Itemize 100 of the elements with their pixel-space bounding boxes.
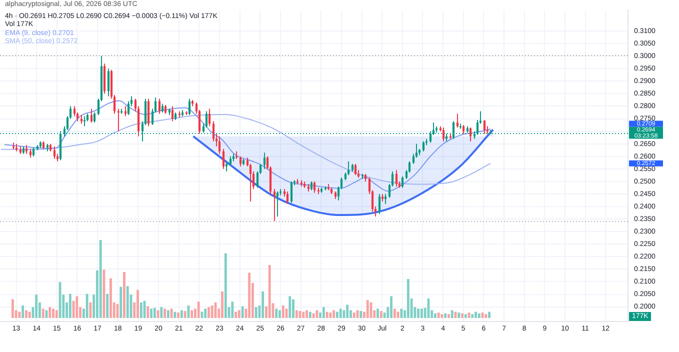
candlestick xyxy=(354,163,357,176)
bar xyxy=(177,312,180,318)
bar xyxy=(396,312,400,318)
bar xyxy=(184,310,186,318)
bar xyxy=(102,270,106,318)
bar xyxy=(140,302,142,318)
bar xyxy=(18,312,21,318)
bar xyxy=(262,291,264,318)
candlestick xyxy=(208,108,211,127)
bar xyxy=(231,302,234,318)
bar xyxy=(312,313,315,318)
bar xyxy=(458,312,460,318)
candlestick xyxy=(456,113,459,128)
bar xyxy=(120,286,122,318)
bar xyxy=(316,310,318,318)
bar xyxy=(278,310,281,318)
candlestick xyxy=(313,180,316,194)
bar xyxy=(254,307,258,318)
bar xyxy=(248,272,251,318)
bar xyxy=(126,286,129,318)
candlestick xyxy=(286,190,289,205)
bar xyxy=(390,296,392,318)
bar xyxy=(322,307,325,318)
bar xyxy=(288,296,292,318)
bar xyxy=(156,310,160,318)
bar xyxy=(461,313,464,318)
bar xyxy=(282,306,284,318)
candlestick xyxy=(147,98,150,127)
bar xyxy=(48,307,52,318)
bar xyxy=(35,294,38,318)
bar xyxy=(352,312,356,318)
candlestick xyxy=(188,98,191,116)
candlestick xyxy=(276,190,279,218)
candlestick xyxy=(218,136,221,154)
bar xyxy=(187,306,190,318)
bar xyxy=(464,314,467,318)
bar xyxy=(339,308,342,318)
bar xyxy=(306,310,308,318)
bar xyxy=(136,290,139,318)
candlestick xyxy=(384,193,387,205)
bar xyxy=(406,279,410,318)
bar xyxy=(86,294,88,318)
bar xyxy=(268,264,271,318)
bar xyxy=(68,294,72,318)
bar xyxy=(292,299,294,318)
bar xyxy=(417,308,420,318)
bar xyxy=(190,310,194,318)
bar xyxy=(164,308,166,318)
candlestick xyxy=(124,106,127,117)
candlestick xyxy=(263,152,266,170)
bar xyxy=(450,310,454,318)
bar xyxy=(484,314,488,318)
bar xyxy=(302,312,305,318)
candlestick xyxy=(442,127,445,142)
bar xyxy=(481,312,484,318)
bar xyxy=(153,308,156,318)
candlestick xyxy=(205,110,208,128)
bar xyxy=(360,310,362,318)
bar xyxy=(393,308,396,318)
bar xyxy=(224,253,227,318)
candlestick xyxy=(225,160,228,172)
candlestick xyxy=(107,68,110,97)
bar xyxy=(326,312,328,318)
bar xyxy=(22,306,24,318)
bar xyxy=(160,307,163,318)
bar xyxy=(478,313,480,318)
bar xyxy=(400,308,403,318)
bar xyxy=(28,312,31,318)
bar xyxy=(76,296,78,318)
candlestick xyxy=(378,193,381,215)
bar xyxy=(332,310,336,318)
bar xyxy=(166,310,170,318)
bar xyxy=(444,313,447,318)
bar xyxy=(234,312,238,318)
candlestick xyxy=(93,112,96,124)
bar xyxy=(471,314,474,318)
bar xyxy=(123,272,126,318)
candlestick xyxy=(83,116,86,127)
candlestick xyxy=(422,140,425,152)
bar xyxy=(110,278,112,318)
bar xyxy=(336,312,338,318)
bar xyxy=(238,310,240,318)
bar xyxy=(308,312,312,318)
candlestick xyxy=(273,188,276,222)
bar xyxy=(241,306,244,318)
bar xyxy=(204,308,207,318)
bar xyxy=(42,308,44,318)
bar xyxy=(55,310,58,318)
bar xyxy=(210,306,214,318)
bar xyxy=(376,308,379,318)
bar xyxy=(380,310,382,318)
bar xyxy=(427,298,430,318)
bar xyxy=(99,240,102,318)
candlestick xyxy=(483,120,486,134)
bar xyxy=(106,294,109,318)
bar xyxy=(150,308,152,318)
candlestick xyxy=(117,108,120,132)
bar xyxy=(448,314,450,318)
bar xyxy=(488,312,491,318)
bar xyxy=(146,306,150,318)
